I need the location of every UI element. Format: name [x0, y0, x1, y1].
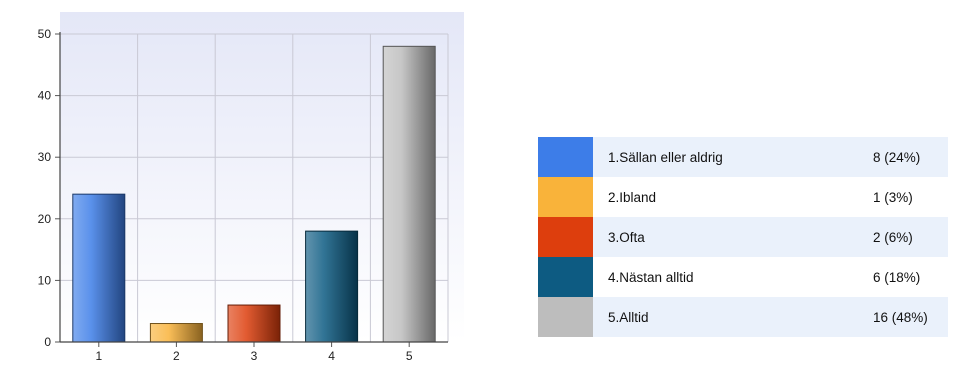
chart-canvas: 0 10 20 30 40 50 1 2 3 4 5	[38, 12, 464, 363]
y-tick-label: 30	[38, 150, 52, 164]
legend-label: 5.Alltid	[593, 297, 858, 337]
legend-swatch	[538, 137, 593, 177]
legend-label: 3.Ofta	[593, 217, 858, 257]
legend-row: 1.Sällan eller aldrig 8 (24%)	[538, 137, 948, 177]
bar-chart: 0 10 20 30 40 50 1 2 3 4 5	[0, 0, 470, 368]
legend-value: 8 (24%)	[858, 137, 948, 177]
bar-2	[149, 323, 203, 343]
x-tick-label: 3	[251, 349, 258, 363]
bar-5	[382, 45, 436, 343]
y-tick-label: 0	[44, 335, 51, 349]
y-tick-label: 20	[38, 212, 52, 226]
y-tick-label: 50	[38, 27, 52, 41]
legend-value: 1 (3%)	[858, 177, 948, 217]
x-tick-label: 2	[173, 349, 180, 363]
legend-swatch	[538, 177, 593, 217]
y-tick-label: 40	[38, 89, 52, 103]
legend-label: 2.Ibland	[593, 177, 858, 217]
legend-swatch	[538, 297, 593, 337]
legend-row: 5.Alltid 16 (48%)	[538, 297, 948, 337]
x-tick-label: 1	[95, 349, 102, 363]
x-tick-label: 5	[406, 349, 413, 363]
bar-1	[72, 193, 126, 343]
legend-table: 1.Sällan eller aldrig 8 (24%) 2.Ibland 1 (3…	[538, 137, 948, 337]
legend-row: 3.Ofta 2 (6%)	[538, 217, 948, 257]
legend-value: 6 (18%)	[858, 257, 948, 297]
bar-4	[305, 230, 359, 343]
legend-row: 2.Ibland 1 (3%)	[538, 177, 948, 217]
legend-swatch	[538, 217, 593, 257]
y-tick-label: 10	[38, 273, 52, 287]
legend-label: 4.Nästan alltid	[593, 257, 858, 297]
bar-3	[227, 304, 281, 343]
legend-row: 4.Nästan alltid 6 (18%)	[538, 257, 948, 297]
x-tick-label: 4	[328, 349, 335, 363]
legend-value: 2 (6%)	[858, 217, 948, 257]
legend-swatch	[538, 257, 593, 297]
legend-label: 1.Sällan eller aldrig	[593, 137, 858, 177]
legend-value: 16 (48%)	[858, 297, 948, 337]
